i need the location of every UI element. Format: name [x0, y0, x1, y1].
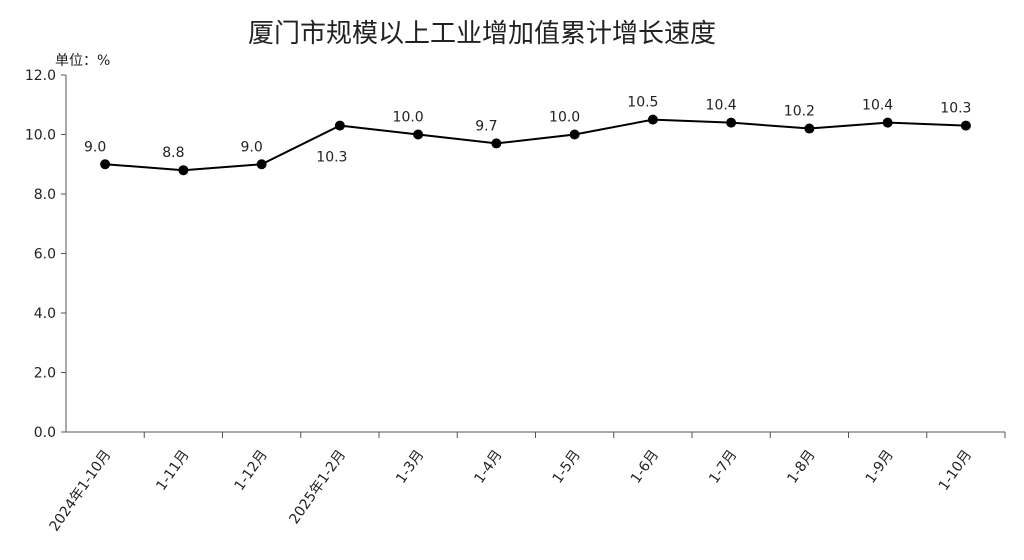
data-label: 9.0 [84, 139, 106, 155]
x-tick-label: 1-8月 [784, 447, 818, 486]
point [569, 129, 580, 140]
point [178, 165, 189, 176]
y-unit-label: 单位：% [55, 53, 110, 69]
x-tick-label: 2025年1-2月 [286, 447, 349, 527]
data-label: 9.0 [240, 139, 262, 155]
point [100, 159, 111, 170]
x-tick-label: 1-5月 [550, 447, 584, 486]
point [256, 159, 267, 170]
x-tick-label: 1-4月 [471, 447, 505, 486]
x-tick-label: 2024年1-10月 [47, 447, 115, 534]
x-tick-label: 1-7月 [706, 447, 740, 486]
x-tick-label: 1-9月 [863, 447, 897, 486]
y-tick-label: 0.0 [34, 425, 56, 441]
data-label: 10.3 [940, 101, 971, 117]
y-tick-label: 6.0 [34, 247, 56, 263]
data-label: 10.5 [627, 95, 658, 111]
data-label: 10.4 [862, 98, 893, 114]
y-tick-label: 10.0 [25, 128, 56, 144]
y-tick-label: 2.0 [34, 366, 56, 382]
y-tick-label: 4.0 [34, 306, 56, 322]
data-label: 8.8 [162, 145, 184, 161]
point [882, 117, 893, 128]
y-tick-label: 12.0 [25, 68, 56, 84]
point [960, 120, 971, 131]
point [726, 117, 737, 128]
x-tick-label: 1-12月 [232, 447, 271, 494]
x-tick-label: 1-6月 [628, 447, 662, 486]
data-label: 10.3 [316, 150, 347, 166]
data-label: 10.0 [393, 110, 424, 126]
data-label: 10.4 [706, 98, 737, 114]
x-tick-label: 1-3月 [393, 447, 427, 486]
x-tick-label: 1-11月 [153, 447, 192, 494]
point [413, 129, 424, 140]
point [491, 138, 502, 149]
point [334, 120, 345, 131]
y-tick-label: 8.0 [34, 187, 56, 203]
line [105, 118, 966, 172]
data-label: 10.0 [549, 110, 580, 126]
data-label: 10.2 [784, 104, 815, 120]
point [804, 123, 815, 134]
x-tick-label: 1-10月 [936, 447, 975, 494]
chart-title: 厦门市规模以上工业增加值累计增长速度 [248, 19, 716, 49]
point [647, 114, 658, 125]
data-label: 9.7 [475, 118, 497, 134]
